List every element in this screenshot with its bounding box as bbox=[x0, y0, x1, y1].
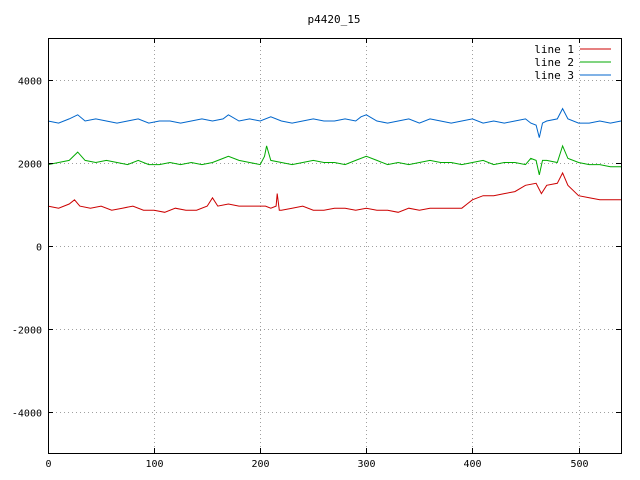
x-tick-label: 400 bbox=[463, 459, 481, 470]
legend-label-1: line 1 bbox=[534, 43, 574, 56]
y-tick-label: -2000 bbox=[12, 326, 42, 337]
legend-label-3: line 3 bbox=[534, 69, 574, 82]
chart-title: p4420_15 bbox=[308, 13, 361, 26]
x-tick-label: 500 bbox=[570, 459, 588, 470]
series-line-2 bbox=[47, 144, 621, 176]
y-axis-ticks: -4000 -2000 0 2000 4000 bbox=[12, 77, 621, 420]
legend-label-2: line 2 bbox=[534, 56, 574, 69]
y-tick-label: 4000 bbox=[18, 77, 42, 88]
series-lines bbox=[47, 107, 622, 213]
x-tick-label: 100 bbox=[145, 459, 163, 470]
y-tick-label: -4000 bbox=[12, 409, 42, 420]
x-tick-label: 0 bbox=[45, 459, 51, 470]
grid-lines bbox=[48, 38, 621, 453]
x-tick-label: 300 bbox=[357, 459, 375, 470]
series-line-1 bbox=[47, 171, 621, 213]
y-tick-label: 2000 bbox=[18, 160, 42, 171]
series-line-3 bbox=[47, 107, 622, 138]
y-tick-label: 0 bbox=[36, 243, 42, 254]
x-axis-ticks: 0 100 200 300 400 500 bbox=[45, 38, 589, 470]
x-tick-label: 200 bbox=[251, 459, 269, 470]
plot-frame bbox=[48, 38, 622, 454]
